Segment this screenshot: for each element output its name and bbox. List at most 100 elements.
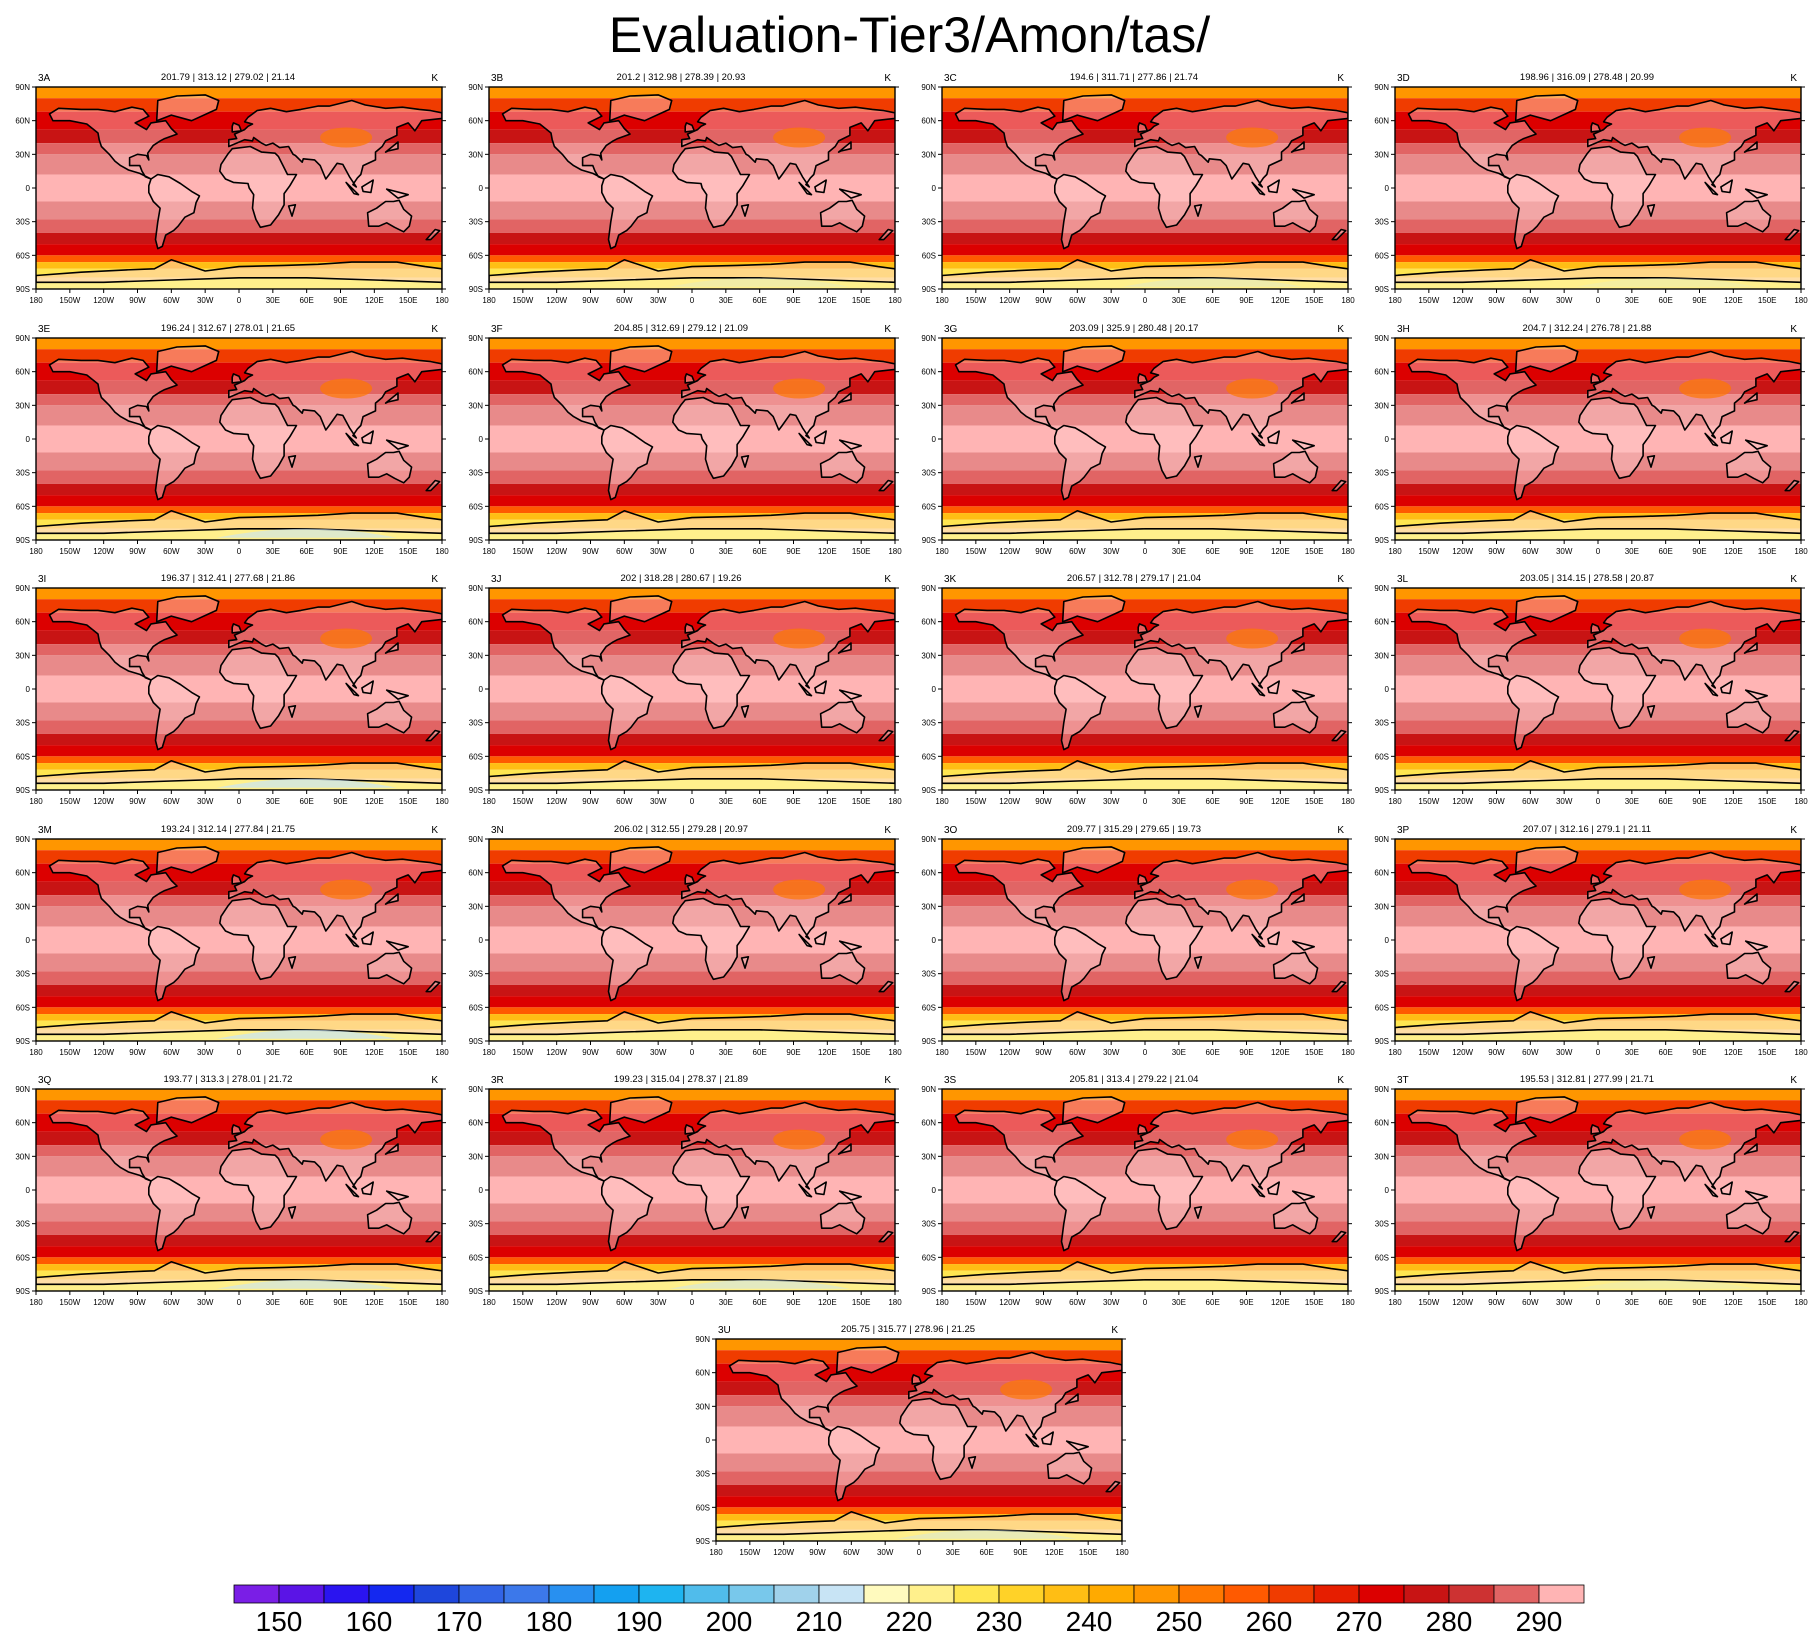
coastline xyxy=(345,181,360,196)
temperature-field xyxy=(1395,839,1801,1041)
coastline xyxy=(954,357,1084,431)
temperature-band xyxy=(942,452,1348,471)
coastline xyxy=(1395,1011,1801,1036)
lon-tick-label: 30W xyxy=(1103,547,1120,556)
lon-tick-label: 30W xyxy=(1556,797,1573,806)
coastline xyxy=(366,450,413,484)
map-svg: 3P 207.07 | 312.16 | 279.1 | 21.11 K 90N 60N… xyxy=(1374,824,1808,1057)
lon-tick-label: 90E xyxy=(786,1048,800,1057)
temperature-band xyxy=(489,1089,895,1101)
coastline xyxy=(48,106,178,180)
coastline xyxy=(601,424,654,501)
temperature-band xyxy=(942,405,1348,426)
map-panel-3l: 3L 203.05 | 314.15 | 278.58 | 20.87 K 90N 60… xyxy=(1359,563,1808,806)
coastline xyxy=(1251,933,1266,948)
lon-tick-label: 120W xyxy=(999,1048,1020,1057)
antarctic-cold-region xyxy=(1122,277,1303,287)
temperature-band xyxy=(489,262,895,269)
coastline xyxy=(425,228,441,241)
temperature-band xyxy=(1395,495,1801,507)
coastline xyxy=(1125,145,1204,229)
coastline xyxy=(1744,439,1768,450)
temperature-field xyxy=(1395,338,1801,540)
panel-units: K xyxy=(431,324,438,335)
panel-stats: 203.05 | 314.15 | 278.58 | 20.87 xyxy=(1520,573,1654,584)
lon-tick-label: 0 xyxy=(237,797,242,806)
temperature-band xyxy=(1395,219,1801,233)
temperature-band xyxy=(942,1203,1348,1222)
lon-tick-label: 90W xyxy=(1035,797,1052,806)
coastline xyxy=(1272,1201,1319,1235)
coastline xyxy=(1507,424,1560,501)
temperature-band xyxy=(1395,519,1801,529)
lon-tick-label: 180 xyxy=(1794,547,1808,556)
temperature-field xyxy=(489,338,895,540)
coastline xyxy=(601,674,654,751)
lon-tick-label: 30W xyxy=(1556,1298,1573,1307)
coastline xyxy=(361,680,374,695)
coastline xyxy=(878,479,894,492)
temperature-band xyxy=(716,1395,1122,1407)
lat-tick-label: 30N xyxy=(468,902,483,911)
coastline xyxy=(954,858,1084,932)
lon-tick-label: 150E xyxy=(852,1298,871,1307)
lon-tick-label: 120W xyxy=(999,1298,1020,1307)
coastline xyxy=(1125,1147,1204,1231)
panel-stats: 198.96 | 316.09 | 278.48 | 20.99 xyxy=(1520,72,1654,83)
lat-tick-label: 0 xyxy=(932,435,937,444)
panel-label: 3J xyxy=(491,574,502,585)
colorbar-swatch xyxy=(593,1584,640,1604)
panel-label: 3F xyxy=(491,324,503,335)
temperature-band xyxy=(36,769,442,779)
temperature-band xyxy=(489,895,895,907)
lon-tick-label: 150E xyxy=(1758,296,1777,305)
map-panel-3m: 3M 193.24 | 312.14 | 277.84 | 21.75 K 90N 60… xyxy=(0,814,449,1057)
lon-tick-label: 180 xyxy=(1388,797,1402,806)
lat-tick-label: 90N xyxy=(468,83,483,92)
lon-tick-label: 30W xyxy=(197,1298,214,1307)
lon-tick-label: 0 xyxy=(237,547,242,556)
coastline xyxy=(1290,642,1305,654)
temperature-band xyxy=(1395,1246,1801,1258)
temperature-band xyxy=(36,1089,442,1101)
temperature-band xyxy=(942,1279,1348,1291)
coastline xyxy=(219,897,298,981)
temperature-band xyxy=(716,1496,1122,1508)
temperature-band xyxy=(1395,201,1801,220)
coastline xyxy=(837,392,852,404)
coastline xyxy=(1054,173,1107,250)
temperature-band xyxy=(942,1234,1348,1247)
lat-tick-label: 60N xyxy=(1374,1119,1389,1128)
lon-tick-label: 90E xyxy=(333,797,347,806)
lat-tick-label: 60N xyxy=(1374,117,1389,126)
coastline xyxy=(608,94,673,122)
lon-tick-label: 30E xyxy=(266,1048,280,1057)
asia-cold-patch xyxy=(773,879,826,900)
lat-tick-label: 60N xyxy=(695,1369,710,1378)
temperature-band xyxy=(489,338,895,350)
lon-tick-label: 60E xyxy=(1659,1048,1673,1057)
coastline xyxy=(385,940,409,951)
temperature-band xyxy=(36,174,442,202)
lon-tick-label: 0 xyxy=(1596,296,1601,305)
lon-tick-label: 150W xyxy=(512,797,533,806)
lat-tick-label: 30S xyxy=(469,1220,483,1229)
coastline xyxy=(819,1201,866,1235)
temperature-band xyxy=(716,1484,1122,1497)
lon-tick-label: 90W xyxy=(582,1048,599,1057)
colorbar-swatch xyxy=(368,1584,415,1604)
lon-tick-label: 0 xyxy=(917,1548,922,1557)
lon-tick-label: 30W xyxy=(197,296,214,305)
temperature-band xyxy=(1395,953,1801,972)
lon-tick-label: 0 xyxy=(690,797,695,806)
lat-tick-label: 90S xyxy=(16,1037,30,1046)
lon-tick-label: 180 xyxy=(935,797,949,806)
temperature-band xyxy=(36,483,442,496)
temperature-band xyxy=(36,232,442,245)
lon-tick-label: 90W xyxy=(129,1048,146,1057)
temperature-band xyxy=(942,720,1348,734)
lon-tick-label: 60E xyxy=(300,1048,314,1057)
lon-tick-label: 30W xyxy=(650,1298,667,1307)
lon-tick-label: 30E xyxy=(1172,1048,1186,1057)
lon-tick-label: 0 xyxy=(237,1048,242,1057)
